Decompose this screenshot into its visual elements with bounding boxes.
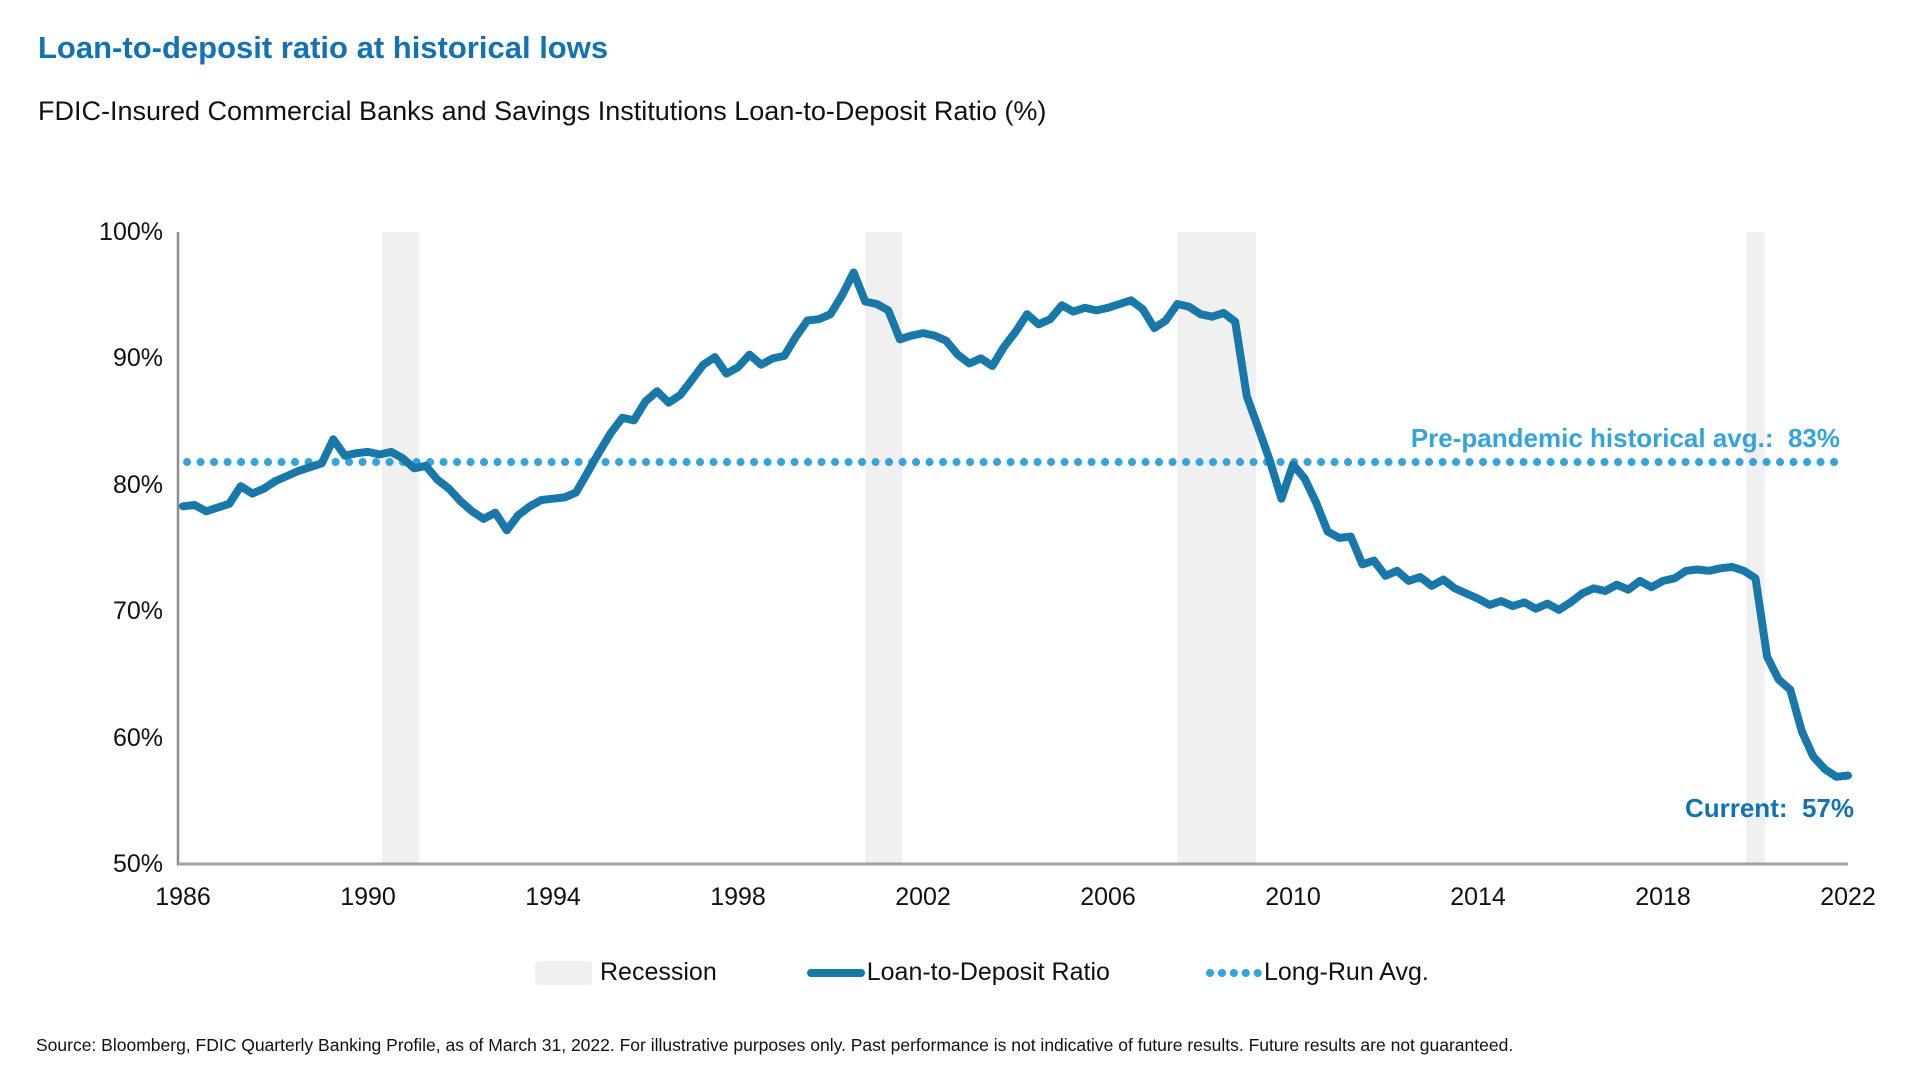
x-tick-label: 2018 [1635,883,1691,911]
chart-subtitle: FDIC-Insured Commercial Banks and Saving… [38,96,1047,126]
legend-label-recession: Recession [600,958,717,986]
x-tick-label: 1994 [525,883,581,911]
x-tick-label: 2006 [1080,883,1136,911]
legend-item-recession: Recession [535,958,717,987]
legend-item-series: Loan-to-Deposit Ratio [806,958,1110,987]
y-tick-label: 50% [112,850,163,878]
recession-band [1746,232,1765,864]
loan-to-deposit-ratio-line [179,268,1852,781]
recession-bands [381,232,1765,864]
legend-item-avg: Long-Run Avg. [1204,958,1429,987]
x-tick-label: 1998 [710,883,766,911]
x-tick-label: 2002 [895,883,951,911]
y-tick-label: 70% [112,597,163,626]
recession-band [1177,232,1256,864]
recession-band [381,232,419,864]
x-tick-label: 2014 [1450,883,1506,911]
chart-axes [176,232,1848,866]
current-value-annotation: Current: 57% [1684,793,1854,823]
y-tick-label: 60% [112,723,163,752]
y-tick-label: 80% [112,470,163,499]
long-run-avg-swatch [1205,968,1262,977]
recession-band-swatch [535,960,592,985]
x-tick-label: 2022 [1820,883,1876,911]
pre-pandemic-avg-annotation: Pre-pandemic historical avg.: 83% [1410,423,1840,453]
x-tick-label: 1990 [340,883,396,911]
loan-to-deposit-ratio-series [179,268,1852,781]
x-tick-label: 1986 [155,883,211,911]
chart-legend: Recession Loan-to-Deposit Ratio Long-Run… [535,958,1429,987]
series-line-swatch [806,968,865,977]
source-note: Source: Bloomberg, FDIC Quarterly Bankin… [36,1035,1514,1055]
page-title: Loan-to-deposit ratio at historical lows [38,30,609,65]
legend-label-series: Loan-to-Deposit Ratio [866,958,1110,986]
legend-label-avg: Long-Run Avg. [1263,958,1429,986]
y-tick-label: 100% [99,218,163,246]
y-tick-label: 90% [112,344,163,373]
x-tick-label: 2010 [1265,883,1321,911]
